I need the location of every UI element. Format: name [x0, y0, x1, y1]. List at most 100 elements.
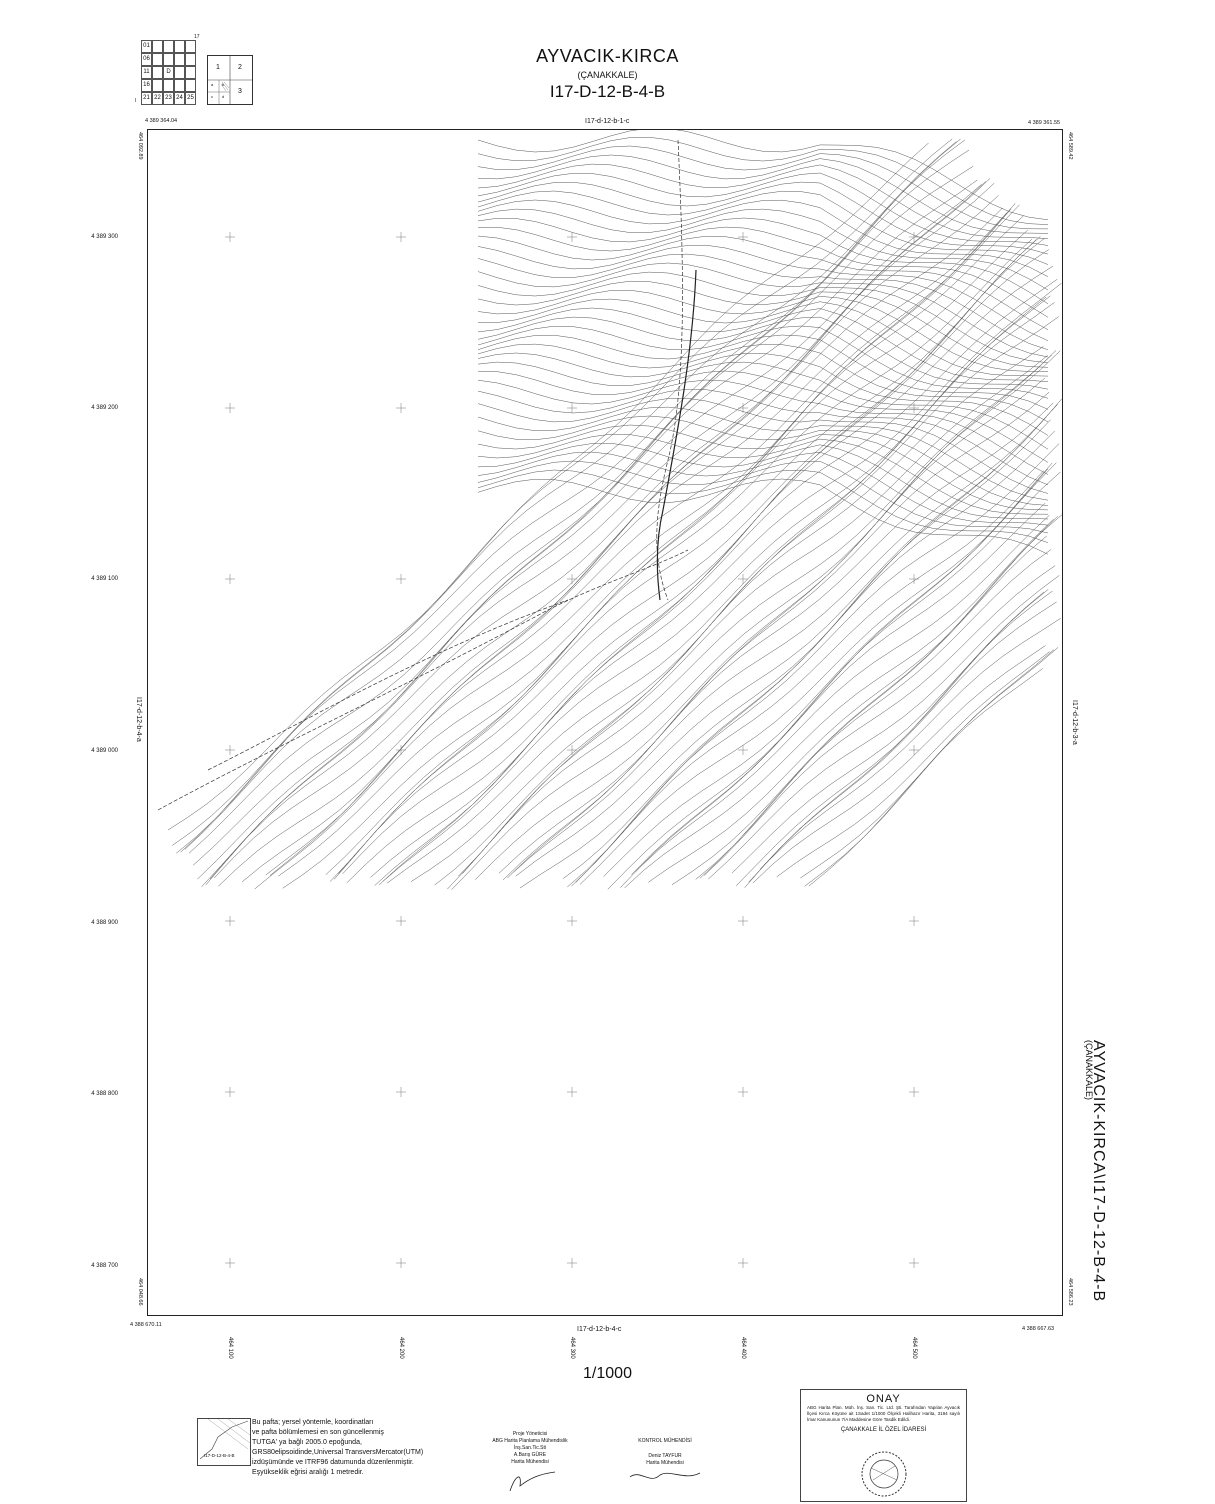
contour-line — [477, 343, 1049, 423]
sub-index-lines — [208, 56, 252, 104]
index-cell — [174, 40, 185, 53]
sig-line: Harita Mühendisi — [646, 1460, 684, 1466]
contour-line — [254, 203, 1016, 890]
index-cell — [152, 79, 163, 92]
contour-line — [329, 238, 1033, 882]
contour-line — [519, 416, 1047, 889]
contour-line — [571, 443, 1060, 887]
contour-line — [241, 207, 1003, 883]
index-cell — [152, 40, 163, 53]
contour-line — [478, 298, 1049, 377]
contour-line — [477, 235, 1049, 331]
contour-line — [804, 647, 1059, 887]
contour-line — [475, 350, 1061, 880]
project-signature-block: Proje Yöneticisi ABG Harita Planlama Müh… — [480, 1431, 580, 1499]
contour-line — [695, 535, 1047, 880]
contour-line — [370, 265, 1054, 878]
index-cell — [163, 53, 174, 66]
corner-br-northing: 4 388 667.63 — [1022, 1326, 1055, 1332]
easting-label: 464 500 — [911, 1337, 917, 1359]
index-cell: 06 — [141, 53, 152, 66]
contour-line — [477, 398, 1049, 494]
contour-line — [477, 253, 1049, 351]
corner-tl-easting: 464 092.89 — [137, 132, 143, 160]
index-cell: 16 — [141, 79, 152, 92]
contour-line — [477, 424, 1049, 511]
index-cell — [163, 40, 174, 53]
index-cell: 11 — [141, 66, 152, 79]
contour-line — [477, 478, 1049, 555]
contour-line — [477, 388, 1049, 486]
index-cell — [174, 66, 185, 79]
index-cell: 25 — [185, 92, 196, 105]
index-cell — [174, 53, 185, 66]
contour-line — [477, 172, 1049, 246]
contour-line — [477, 370, 1049, 463]
sub-label-3: 3 — [238, 88, 242, 95]
stream-line — [656, 269, 697, 601]
contour-line — [744, 601, 1057, 888]
contour-line — [282, 215, 1024, 889]
easting-label: 464 100 — [227, 1337, 233, 1359]
contour-line — [477, 262, 1049, 358]
sub-small-a: a — [211, 82, 214, 87]
corner-bl-northing: 4 388 670.11 — [130, 1322, 162, 1328]
northing-label: 4 389 200 — [91, 405, 118, 411]
easting-label: 464 400 — [740, 1337, 746, 1359]
contour-line — [759, 590, 1053, 870]
corner-tl-northing: 4 389 364.04 — [145, 118, 178, 124]
contour-line — [325, 229, 1028, 875]
adjacent-sheet-bottom: I17-d-12-b-4-c — [577, 1326, 622, 1333]
contour-line — [752, 645, 1046, 884]
sub-small-b: b — [222, 82, 225, 87]
adjacent-sheet-top: I17-d-12-b-1-c — [585, 118, 630, 125]
approval-box: ONAY ABG Harita Plan. Müh. İnş. San. Tic… — [800, 1389, 967, 1502]
map-notes: Bu pafta; yersel yöntemle, koordinatları… — [252, 1418, 452, 1478]
sub-label-2: 2 — [238, 64, 242, 71]
note-line: Eşyükseklik eğrisi aralığı 1 metredir. — [252, 1469, 364, 1476]
contour-line — [477, 289, 1049, 372]
contour-line — [477, 460, 1049, 534]
topographic-map — [157, 130, 1062, 1268]
map-scale: 1/1000 — [583, 1365, 632, 1382]
contour-line — [800, 649, 1055, 879]
index-cell: D — [163, 66, 174, 79]
contour-line — [515, 398, 1062, 877]
index-cell — [185, 40, 196, 53]
corner-br-easting: 464 586.23 — [1067, 1278, 1073, 1306]
northing-label: 4 389 100 — [91, 576, 118, 582]
contour-line — [567, 430, 1055, 888]
adjacent-sheet-left: I17-d-12-b-4-a — [135, 697, 142, 742]
contour-line — [209, 178, 991, 880]
contour-line — [502, 391, 1050, 881]
contour-line — [458, 346, 1044, 877]
index-cell — [185, 79, 196, 92]
index-cell — [152, 53, 163, 66]
index-left-number: I — [135, 98, 137, 104]
contour-line — [378, 283, 1062, 886]
map-frame — [147, 129, 1063, 1316]
contour-line — [265, 212, 1007, 876]
northing-label: 4 388 700 — [91, 1263, 118, 1269]
note-line: Bu pafta; yersel yöntemle, koordinatları — [252, 1419, 374, 1426]
road-line — [157, 549, 689, 811]
road-line — [207, 599, 569, 771]
contour-line — [184, 139, 965, 850]
contour-line — [477, 130, 1049, 221]
contour-lines — [167, 130, 1062, 890]
mini-sheet-diagram: I17-D-12-B-4-B — [197, 1418, 251, 1466]
contour-line — [708, 575, 1060, 880]
contour-line — [434, 316, 1059, 886]
signature-scribble — [629, 1472, 701, 1479]
sig-line: Harita Mühendisi — [511, 1459, 549, 1465]
contour-line — [477, 145, 1049, 230]
contour-line — [477, 208, 1049, 291]
contour-line — [387, 295, 1051, 884]
official-seal — [861, 1451, 907, 1497]
contour-line — [477, 244, 1049, 341]
contour-line — [477, 406, 1049, 501]
index-grid: 01 06 11 D 16 21 22 23 24 25 — [141, 40, 196, 106]
contour-line — [620, 515, 1050, 888]
contour-line — [477, 469, 1049, 543]
contour-line — [477, 154, 1049, 234]
